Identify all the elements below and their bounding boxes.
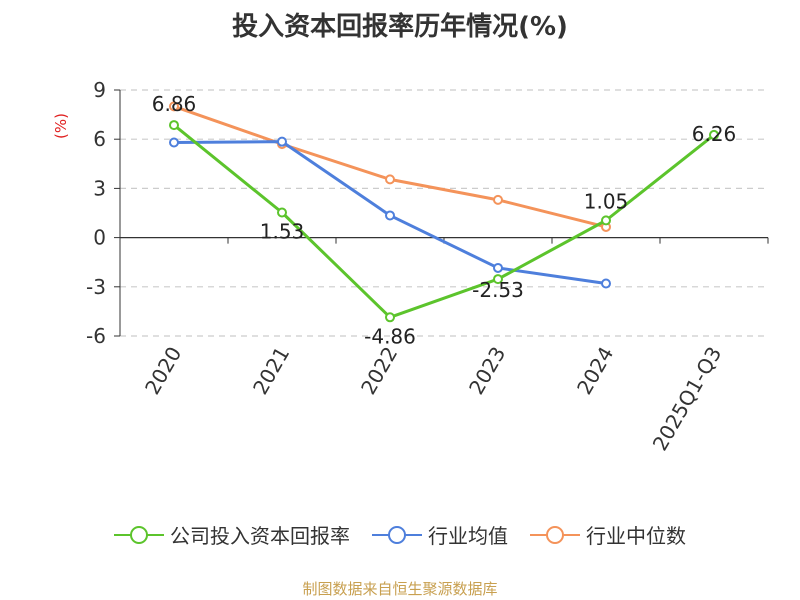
- x-tick-label: 2022: [356, 343, 402, 399]
- data-point: [385, 210, 395, 221]
- data-point: [385, 174, 395, 185]
- data-point: [601, 278, 611, 289]
- x-tick-label: 2023: [464, 343, 510, 399]
- x-tick-label: 2020: [140, 343, 186, 399]
- series-line-2: [173, 104, 607, 229]
- legend-swatch-company: [114, 525, 164, 544]
- y-tick-label: 3: [93, 176, 106, 200]
- chart-title: 投入资本回报率历年情况(%): [232, 12, 568, 42]
- legend: 公司投入资本回报率 行业均值 行业中位数: [0, 520, 800, 549]
- data-label: 6.86: [152, 92, 197, 116]
- y-tick-label: 9: [93, 78, 106, 102]
- data-point: [493, 194, 503, 205]
- data-label: -4.86: [364, 324, 416, 348]
- source-note: 制图数据来自恒生聚源数据库: [302, 580, 498, 598]
- series-line-0: [173, 123, 715, 319]
- y-tick-label: -6: [86, 324, 106, 348]
- data-label: 6.26: [692, 122, 737, 146]
- data-point: [493, 274, 503, 285]
- data-point: [601, 215, 611, 226]
- data-point: [169, 120, 179, 131]
- data-point: [493, 262, 503, 273]
- legend-label-industry-median: 行业中位数: [586, 524, 686, 548]
- data-point: [277, 207, 287, 218]
- y-axis-label: (%): [52, 113, 70, 139]
- data-point: [709, 129, 719, 140]
- legend-item-industry-median[interactable]: 行业中位数: [530, 520, 686, 549]
- x-tick-label: 2025Q1-Q3: [648, 343, 727, 455]
- legend-item-industry-mean[interactable]: 行业均值: [372, 520, 508, 549]
- data-label: -2.53: [472, 278, 524, 302]
- data-point: [169, 101, 179, 112]
- legend-swatch-industry-mean: [372, 525, 422, 544]
- y-tick-label: 0: [93, 226, 106, 250]
- data-point: [385, 312, 395, 323]
- legend-label-industry-mean: 行业均值: [428, 524, 508, 548]
- legend-item-company[interactable]: 公司投入资本回报率: [114, 520, 350, 549]
- data-label: 1.53: [260, 220, 305, 244]
- legend-swatch-industry-median: [530, 525, 580, 544]
- data-point: [277, 136, 287, 147]
- y-tick-label: 6: [93, 127, 106, 151]
- data-label: 1.05: [584, 189, 629, 213]
- x-tick-label: 2024: [572, 343, 618, 399]
- x-tick-label: 2021: [248, 343, 294, 399]
- legend-label-company: 公司投入资本回报率: [170, 524, 350, 548]
- y-tick-label: -3: [86, 275, 106, 299]
- data-point: [169, 137, 179, 148]
